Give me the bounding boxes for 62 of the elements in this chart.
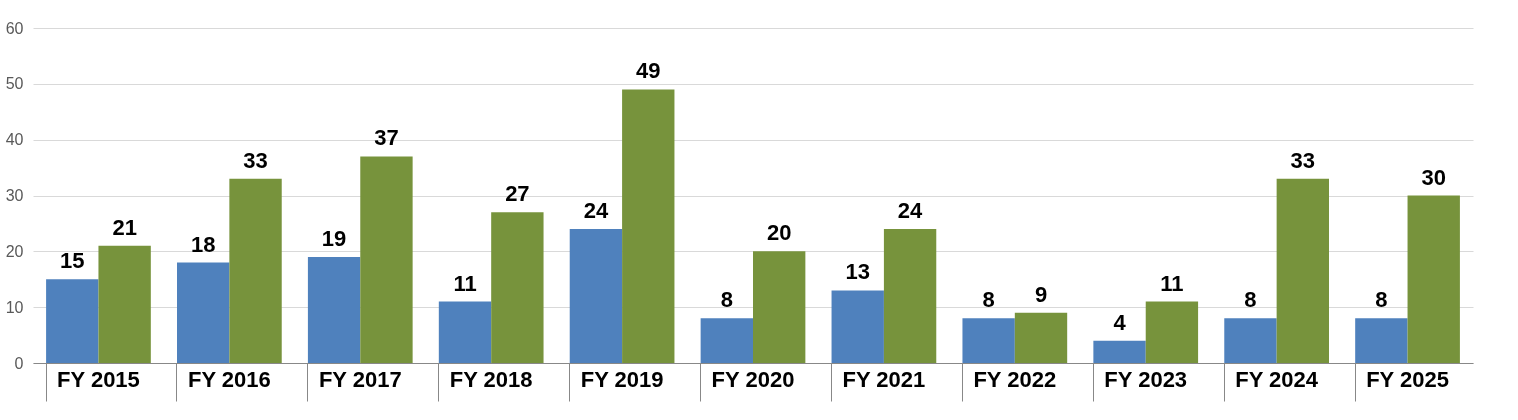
bar bbox=[1355, 318, 1408, 363]
x-tick-label: FY 2019 bbox=[580, 366, 664, 392]
bar bbox=[307, 256, 361, 363]
data-label: 27 bbox=[505, 181, 530, 207]
bar bbox=[622, 89, 675, 363]
bar bbox=[1014, 312, 1068, 363]
bar bbox=[177, 262, 230, 363]
data-label: 20 bbox=[766, 220, 792, 246]
y-tick-label: 40 bbox=[5, 131, 24, 149]
y-tick-label: 0 bbox=[14, 354, 24, 372]
y-tick-label: 60 bbox=[5, 19, 24, 37]
x-tick-label: FY 2025 bbox=[1366, 366, 1449, 392]
data-label: 13 bbox=[845, 259, 870, 285]
bar bbox=[1224, 318, 1277, 363]
data-label: 30 bbox=[1421, 164, 1446, 190]
x-tick-label: FY 2022 bbox=[973, 366, 1057, 392]
data-label: 33 bbox=[1290, 147, 1316, 173]
x-tick-label: FY 2023 bbox=[1104, 366, 1188, 392]
bar bbox=[98, 245, 151, 363]
data-label: 21 bbox=[112, 214, 137, 240]
data-label: 8 bbox=[982, 287, 995, 313]
data-label: 18 bbox=[190, 231, 216, 257]
bar bbox=[883, 229, 937, 363]
data-label: 24 bbox=[583, 198, 609, 223]
y-tick-label: 20 bbox=[5, 242, 24, 260]
data-label: 9 bbox=[1034, 281, 1048, 307]
bar bbox=[700, 318, 753, 363]
data-label: 11 bbox=[1160, 270, 1184, 296]
x-tick-label: FY 2015 bbox=[57, 366, 140, 392]
bar bbox=[753, 251, 806, 363]
data-label: 8 bbox=[1244, 287, 1257, 313]
bar bbox=[438, 301, 492, 363]
bar bbox=[831, 290, 884, 363]
x-tick-label: FY 2016 bbox=[187, 366, 271, 392]
bar bbox=[1276, 178, 1329, 363]
bar bbox=[46, 279, 99, 363]
y-tick-label: 50 bbox=[5, 75, 24, 93]
bar bbox=[1407, 195, 1460, 363]
data-label: 11 bbox=[453, 270, 477, 296]
bar bbox=[1093, 340, 1146, 363]
data-label: 49 bbox=[636, 58, 661, 84]
data-label: 15 bbox=[60, 248, 85, 274]
x-tick-label: FY 2017 bbox=[318, 366, 402, 392]
data-label: 24 bbox=[897, 198, 924, 223]
bar bbox=[229, 178, 282, 363]
data-label: 19 bbox=[321, 225, 347, 251]
x-tick-label: FY 2021 bbox=[842, 366, 926, 392]
bar bbox=[962, 318, 1015, 363]
data-label: 33 bbox=[243, 147, 268, 173]
bar bbox=[569, 229, 623, 363]
x-tick-label: FY 2020 bbox=[711, 366, 795, 392]
bar bbox=[1145, 301, 1199, 363]
data-label: 37 bbox=[374, 125, 399, 151]
x-tick-label: FY 2024 bbox=[1235, 366, 1319, 392]
y-tick-label: 10 bbox=[5, 298, 24, 316]
bar bbox=[360, 156, 413, 363]
data-label: 8 bbox=[1375, 287, 1388, 313]
data-label: 4 bbox=[1113, 309, 1127, 335]
y-tick-label: 30 bbox=[5, 187, 24, 204]
data-label: 8 bbox=[720, 287, 733, 313]
x-tick-label: FY 2018 bbox=[449, 366, 533, 392]
bar bbox=[491, 212, 544, 363]
